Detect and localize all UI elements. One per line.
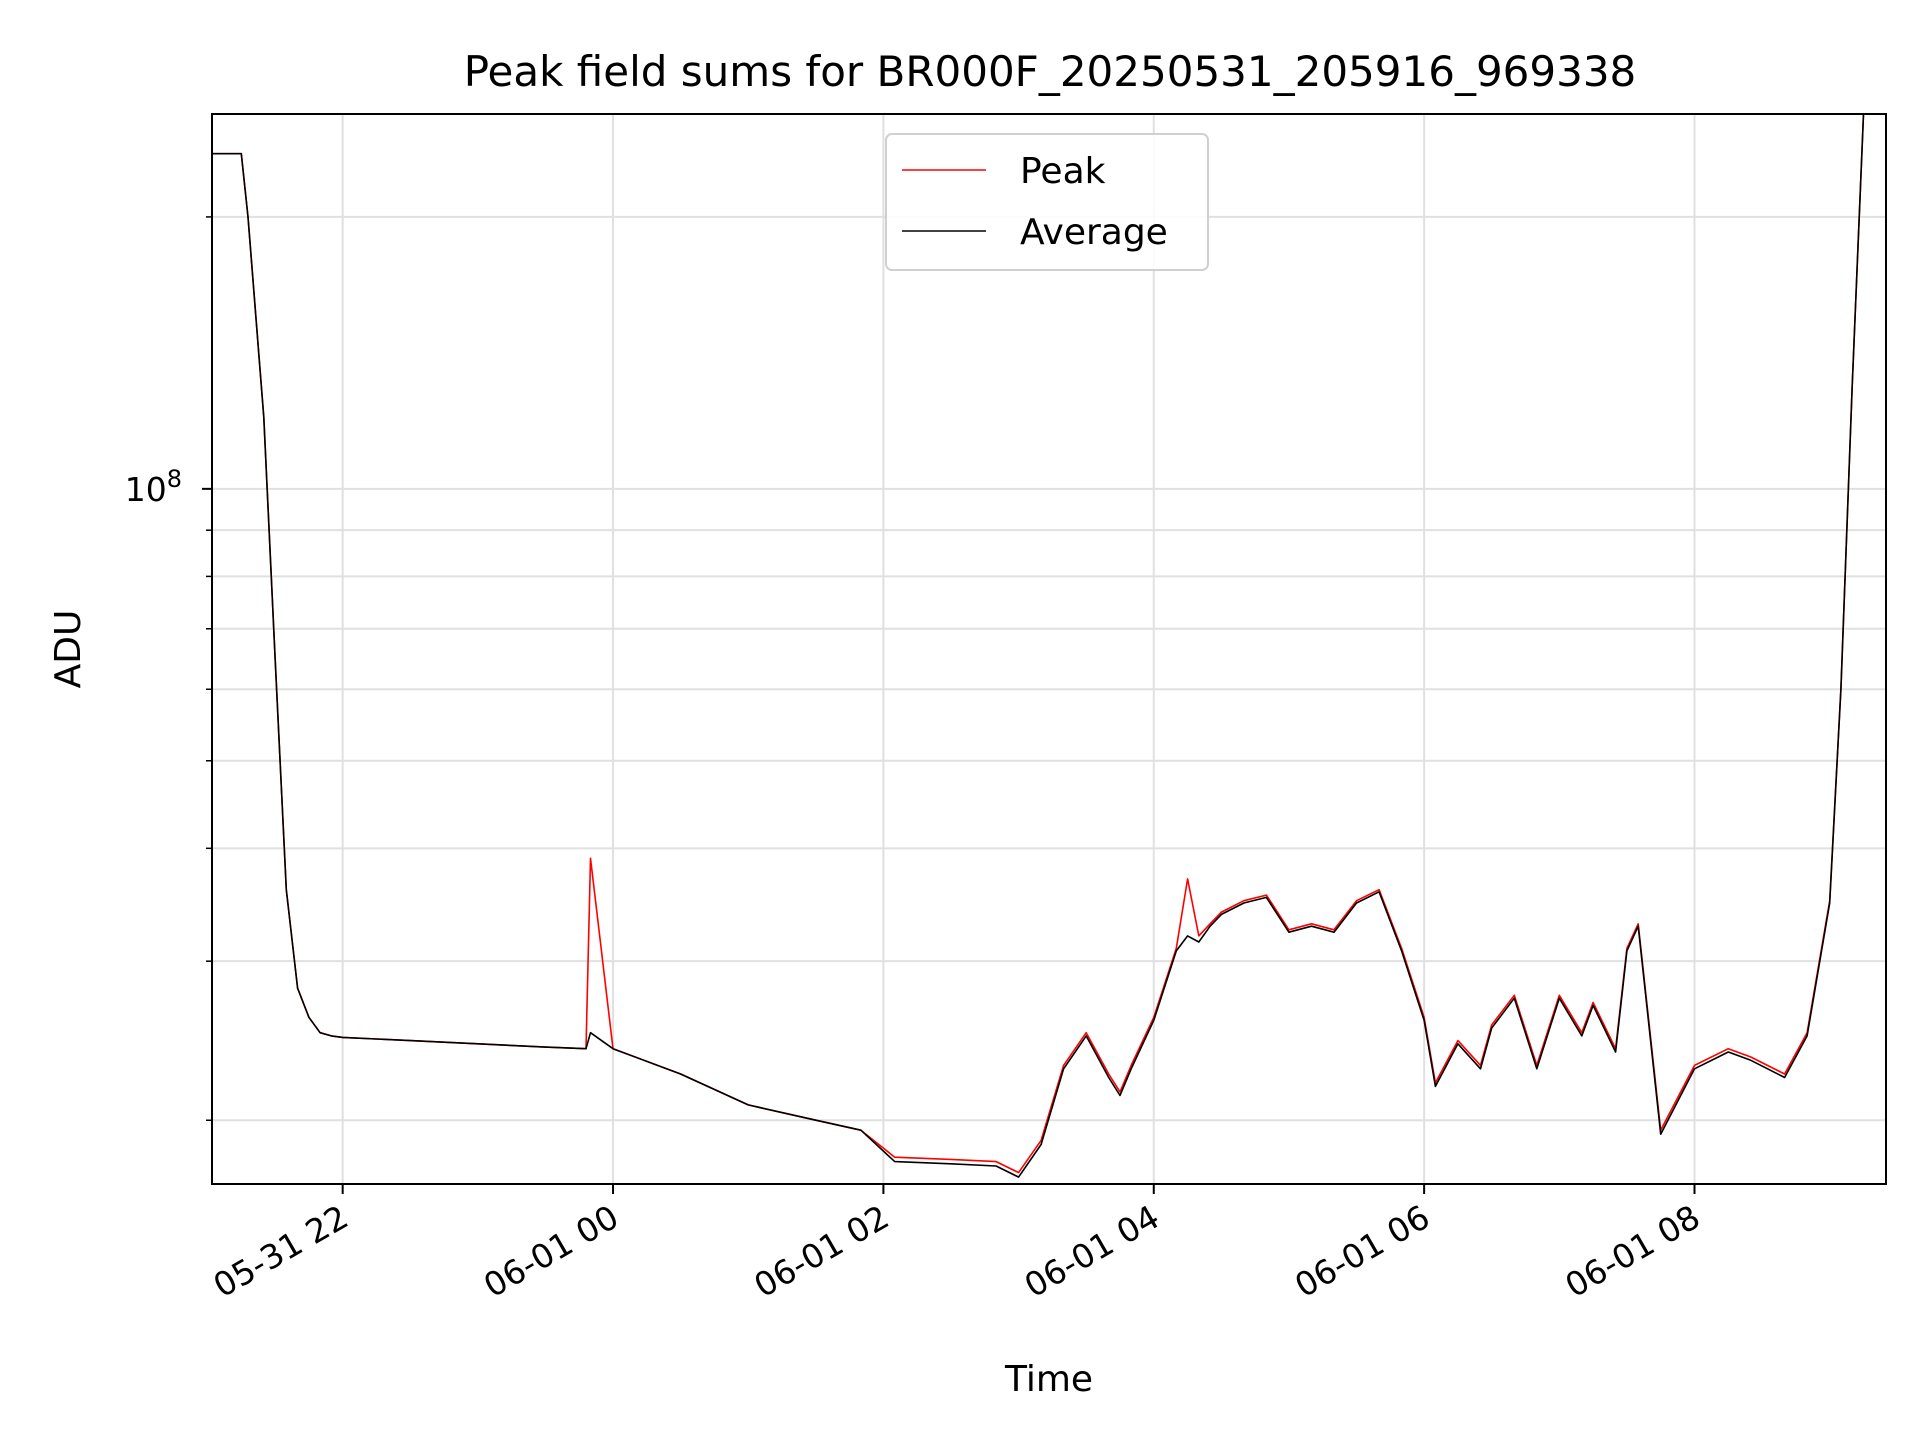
legend-label-peak: Peak: [1020, 151, 1106, 192]
x-axis-label: Time: [1004, 1359, 1093, 1400]
series-line-average: [212, 114, 1865, 1178]
legend-label-average: Average: [1020, 212, 1168, 253]
y-axis-ticks: 108: [125, 216, 212, 1121]
series-layer: [212, 114, 1865, 1178]
y-tick-label: 108: [125, 465, 182, 509]
plot-frame: [211, 113, 1887, 1185]
legend-box: [885, 133, 1209, 271]
chart-title: Peak field sums for BR000F_20250531_2059…: [464, 47, 1637, 96]
y-axis-label: ADU: [48, 610, 89, 689]
legend: Peak Average: [885, 133, 1209, 271]
